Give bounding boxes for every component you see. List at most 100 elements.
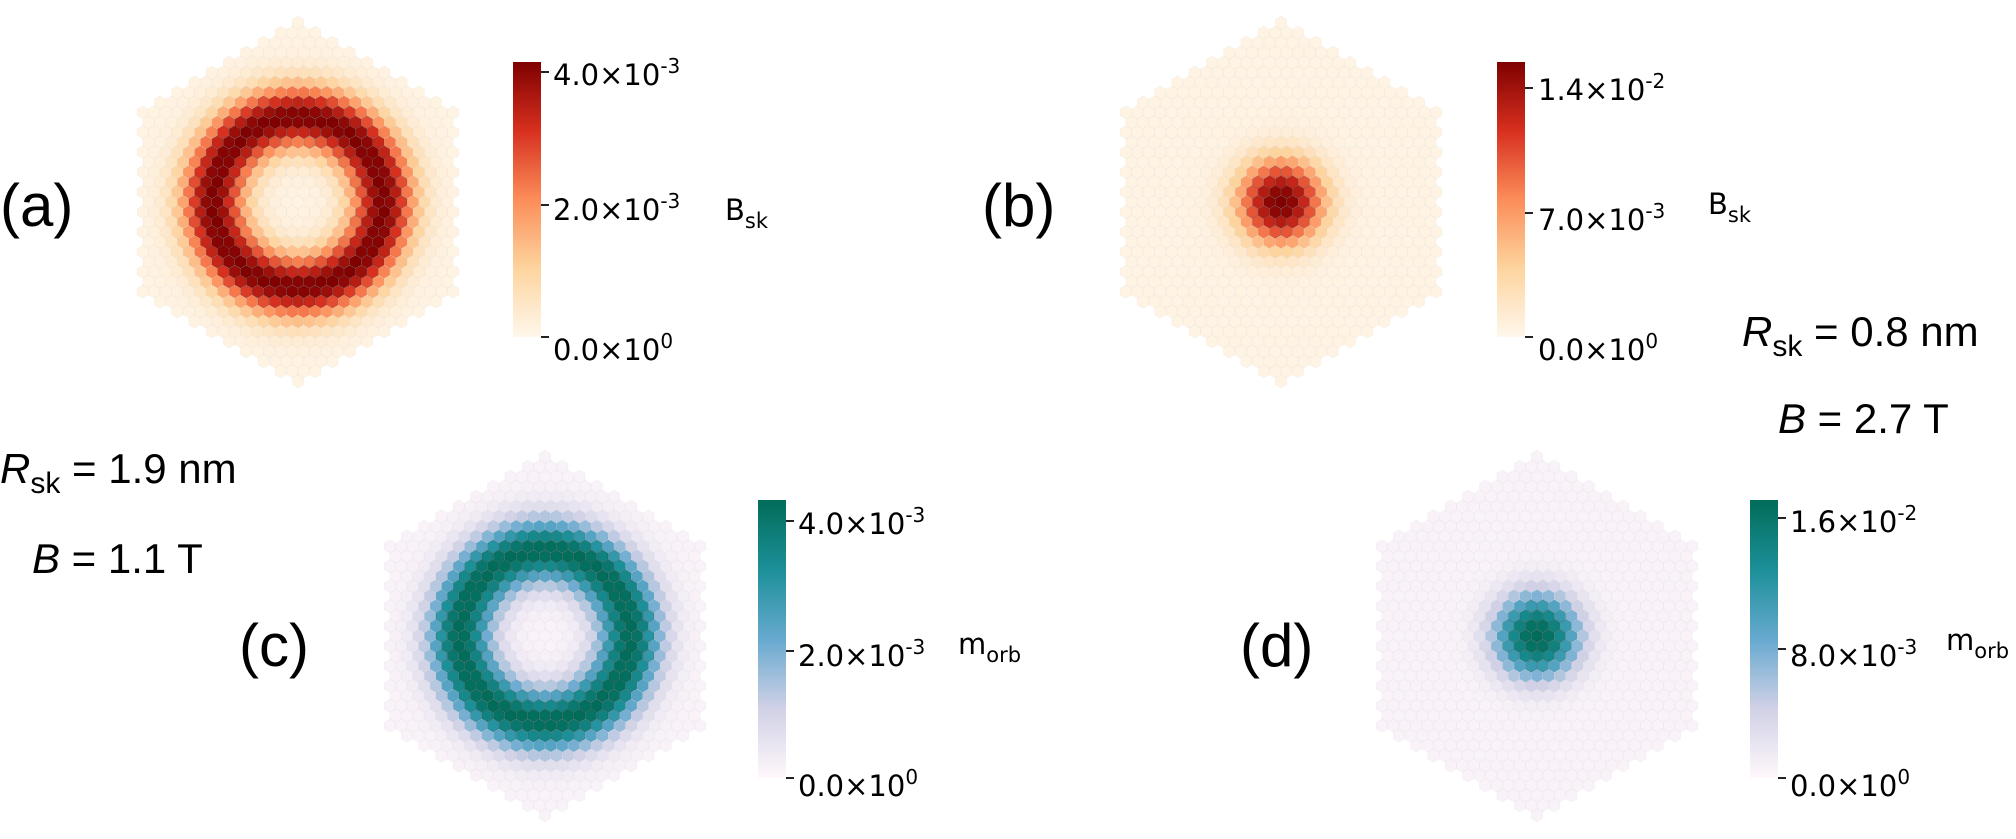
- lattice-site: [493, 629, 505, 643]
- lattice-site: [263, 245, 275, 259]
- lattice-site: [1235, 145, 1247, 159]
- lattice-site: [1393, 569, 1405, 583]
- lattice-site: [407, 175, 419, 189]
- lattice-site: [332, 46, 344, 60]
- lattice-site: [1410, 519, 1422, 533]
- lattice-site: [1350, 205, 1362, 219]
- lattice-site: [1657, 689, 1670, 703]
- lattice-site: [1286, 135, 1299, 149]
- lattice-site: [222, 155, 236, 170]
- lattice-site: [1384, 245, 1396, 259]
- lattice-site: [309, 284, 322, 299]
- lattice-site: [688, 629, 701, 643]
- lattice-site: [648, 599, 660, 613]
- lattice-site: [562, 470, 574, 484]
- lattice-site: [1445, 579, 1457, 593]
- lattice-site: [499, 739, 511, 753]
- lattice-site: [1304, 125, 1316, 139]
- lattice-site: [1634, 569, 1647, 583]
- lattice-site: [395, 175, 408, 190]
- lattice-site: [430, 275, 442, 289]
- lattice-site: [1309, 155, 1322, 169]
- lattice-site: [188, 214, 201, 229]
- lattice-site: [567, 539, 580, 554]
- lattice-site: [1519, 749, 1532, 763]
- panel-d-tick-bottom: 0.0×100: [1790, 765, 1911, 803]
- lattice-site: [240, 66, 252, 80]
- lattice-site: [447, 509, 459, 523]
- lattice-site: [1502, 659, 1514, 673]
- lattice-site: [205, 165, 218, 180]
- lattice-site: [1367, 195, 1379, 209]
- lattice-site: [1263, 195, 1276, 209]
- lattice-site: [567, 559, 580, 574]
- lattice-site: [1376, 539, 1388, 553]
- lattice-site: [568, 500, 580, 514]
- lattice-site: [1479, 739, 1491, 753]
- lattice-site: [1413, 175, 1425, 189]
- lattice-site: [275, 344, 287, 358]
- lattice-site: [464, 579, 477, 594]
- lattice-site: [240, 165, 252, 179]
- lattice-site: [1376, 679, 1388, 693]
- lattice-site: [1554, 768, 1566, 782]
- lattice-site: [1229, 255, 1241, 269]
- lattice-site: [1240, 354, 1253, 368]
- lattice-site: [573, 749, 586, 763]
- lattice-site: [1321, 195, 1333, 209]
- lattice-site: [573, 490, 586, 504]
- lattice-site: [326, 334, 339, 348]
- lattice-site: [1183, 215, 1195, 229]
- lattice-site: [567, 718, 580, 733]
- lattice-site: [654, 569, 666, 583]
- lattice-site: [384, 539, 396, 553]
- lattice-site: [1217, 215, 1230, 229]
- lattice-site: [516, 629, 528, 643]
- lattice-site: [1496, 768, 1509, 782]
- lattice-site: [1422, 679, 1434, 693]
- lattice-site: [1548, 679, 1560, 693]
- lattice-site: [1536, 599, 1549, 614]
- lattice-site: [418, 699, 430, 713]
- lattice-site: [1468, 699, 1480, 713]
- lattice-site: [1600, 589, 1612, 603]
- lattice-site: [1508, 788, 1520, 802]
- lattice-site: [522, 798, 534, 812]
- lattice-site: [1177, 165, 1189, 179]
- lattice-site: [1491, 719, 1503, 733]
- lattice-site: [1177, 105, 1189, 119]
- lattice-site: [545, 599, 557, 613]
- lattice-site: [516, 749, 528, 763]
- lattice-site: [487, 718, 500, 733]
- lattice-site: [487, 480, 499, 494]
- lattice-site: [142, 215, 155, 229]
- lattice-site: [367, 324, 379, 338]
- lattice-site: [613, 638, 626, 653]
- lattice-site: [1235, 46, 1247, 60]
- lattice-site: [545, 639, 557, 653]
- lattice-site: [1258, 165, 1270, 179]
- lattice-site: [619, 609, 632, 624]
- lattice-site: [137, 225, 149, 239]
- lattice-site: [1235, 85, 1247, 99]
- lattice-site: [280, 175, 293, 189]
- lattice-site: [636, 599, 649, 614]
- lattice-site: [1680, 649, 1693, 663]
- lattice-site: [1148, 275, 1161, 289]
- lattice-site: [1183, 275, 1195, 289]
- lattice-site: [321, 344, 333, 358]
- lattice-site: [1485, 649, 1497, 663]
- lattice-site: [447, 689, 459, 703]
- lattice-site: [487, 500, 499, 514]
- lattice-site: [395, 619, 407, 633]
- lattice-site: [407, 235, 419, 249]
- lattice-site: [584, 549, 598, 564]
- lattice-site: [1462, 609, 1474, 623]
- lattice-site: [384, 95, 396, 109]
- lattice-site: [1355, 155, 1368, 169]
- lattice-site: [1160, 275, 1172, 289]
- lattice-site: [1281, 145, 1293, 159]
- lattice-site: [1629, 739, 1641, 753]
- lattice-site: [1286, 275, 1299, 289]
- lattice-site: [303, 254, 316, 269]
